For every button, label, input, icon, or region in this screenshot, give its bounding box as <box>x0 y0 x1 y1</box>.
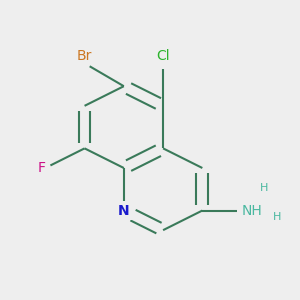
Text: F: F <box>37 161 45 175</box>
Text: NH: NH <box>242 203 262 218</box>
Text: H: H <box>273 212 281 222</box>
Text: Cl: Cl <box>156 49 170 63</box>
Text: H: H <box>260 182 268 193</box>
Text: Br: Br <box>77 49 92 63</box>
Text: N: N <box>118 203 130 218</box>
